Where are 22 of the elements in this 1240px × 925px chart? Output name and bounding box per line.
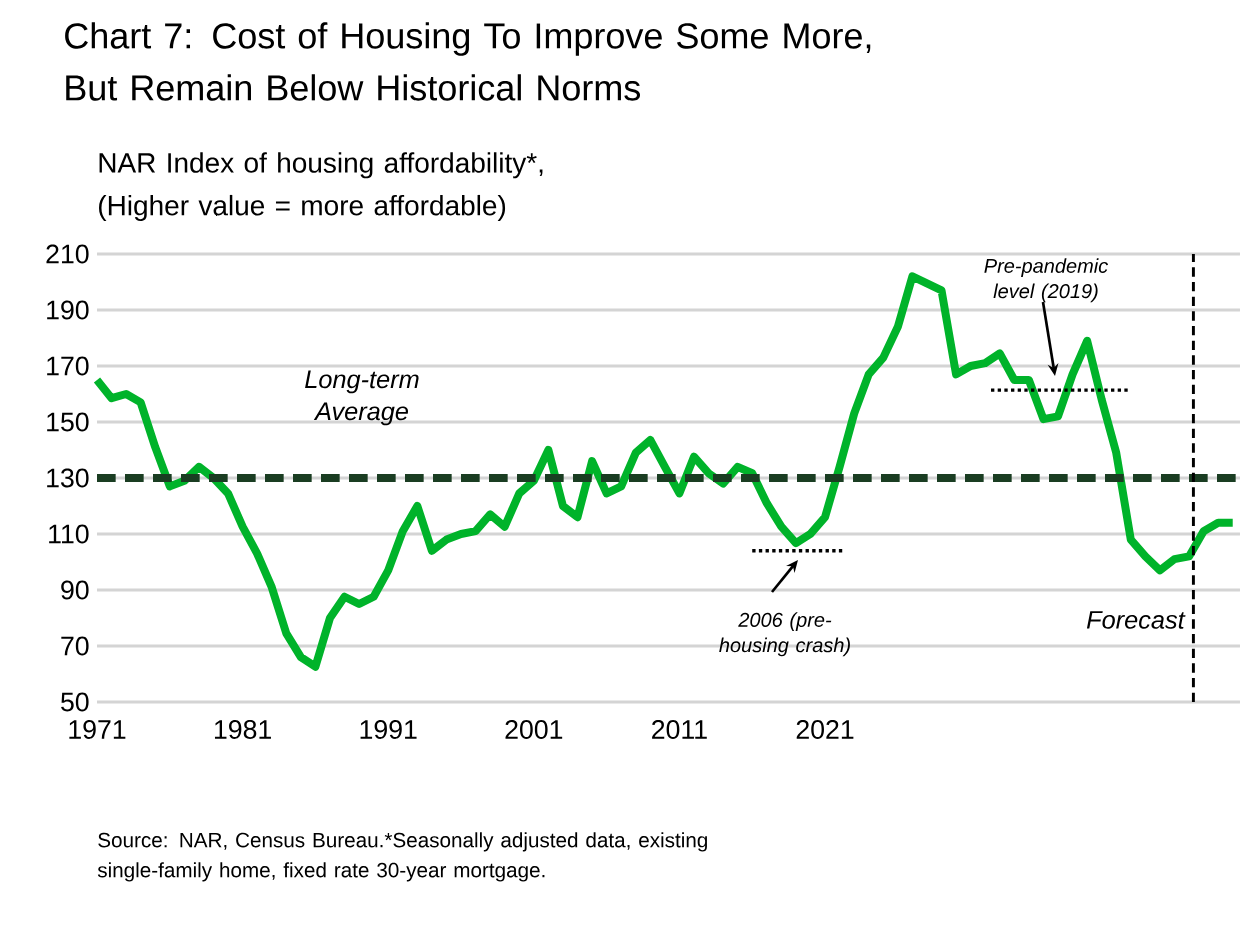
y-tick-label: 90 <box>61 580 89 600</box>
source-note: Source: NAR, Census Bureau.*Seasonally adjusted data, existing single-family home, fixed rate 30-year mortgage. <box>97 832 707 882</box>
y-tick-label: 110 <box>49 524 89 544</box>
x-tick-label: 2011 <box>652 720 707 739</box>
annotation: 2006 (pre-housing crash) <box>719 612 850 657</box>
ref-line-label: Forecast <box>1086 611 1186 629</box>
y-tick-label: 170 <box>47 356 89 376</box>
y-tick-label: 210 <box>46 244 89 264</box>
y-tick-label: 50 <box>61 692 89 712</box>
x-tick-label: 1971 <box>69 720 126 739</box>
annotation: Pre-pandemic level (2019) <box>984 258 1108 303</box>
y-tick-label: 130 <box>47 468 89 488</box>
y-tick-label: 190 <box>47 300 89 320</box>
ref-line-label: Long-term Average <box>305 370 419 426</box>
y-tick-label: 150 <box>47 412 89 432</box>
y-tick-label: 70 <box>61 636 89 656</box>
x-tick-label: 2001 <box>505 720 563 739</box>
y-axis-title: NAR Index of housing affordability*, (Higher value = more affordable) <box>99 152 543 222</box>
chart-title: Chart 7: Cost of Housing To Improve Some More, But Remain Below Historical Norms <box>65 22 871 101</box>
x-tick-label: 1991 <box>360 720 417 739</box>
x-tick-label: 1981 <box>214 720 271 739</box>
x-tick-label: 2021 <box>796 720 854 739</box>
